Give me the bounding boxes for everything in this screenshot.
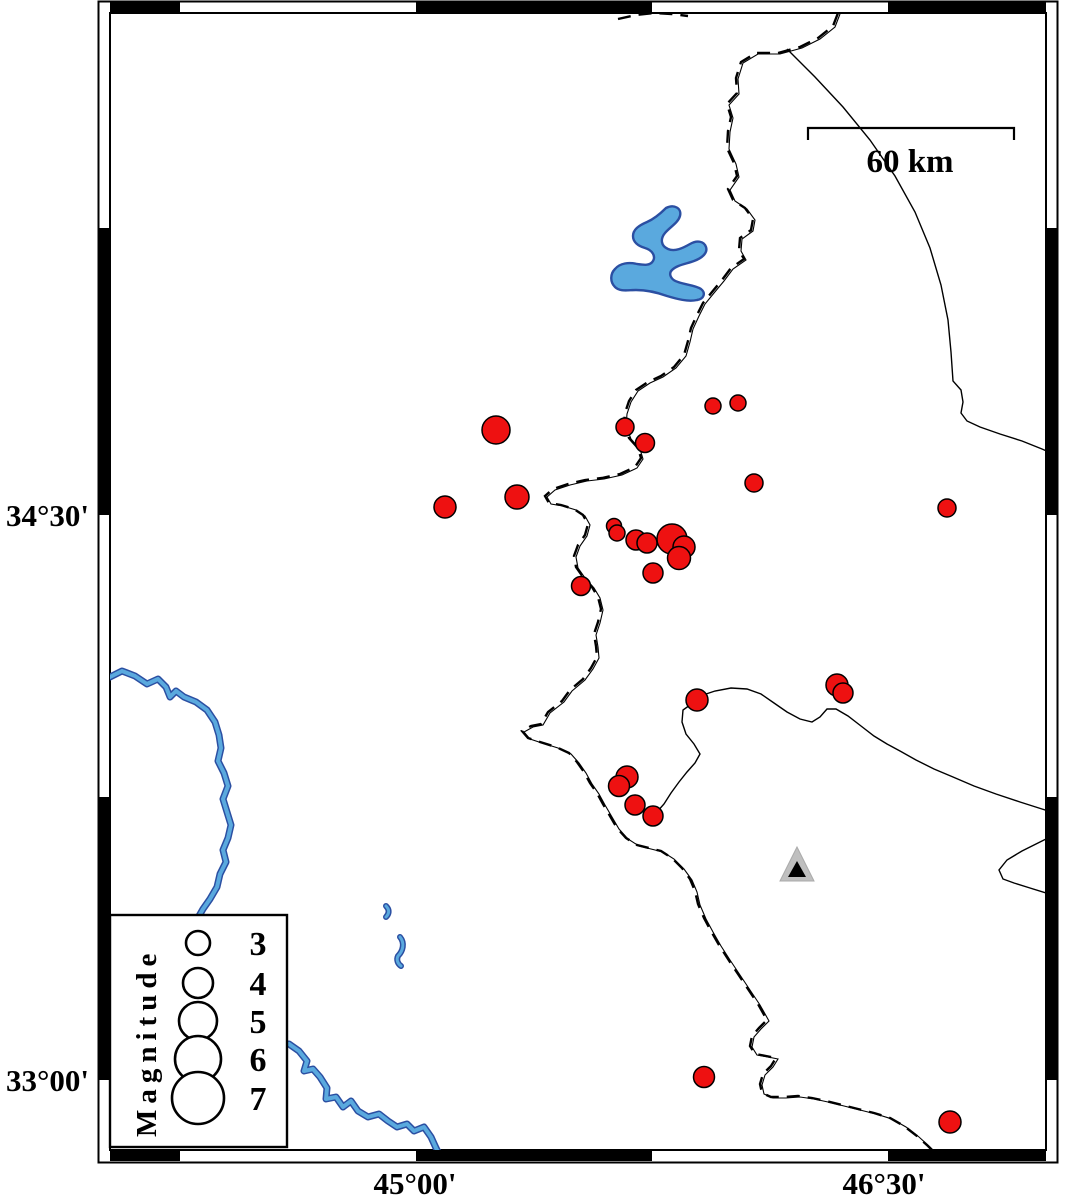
earthquake-marker: [704, 397, 722, 415]
small-ponds: [383, 903, 406, 969]
river-southwest: [285, 1040, 441, 1150]
earthquake-marker: [615, 417, 635, 437]
earthquake-marker: [938, 1110, 962, 1134]
earthquake-marker: [666, 545, 692, 571]
legend-magnitude-label: 4: [250, 966, 267, 1003]
lon-label-45-00: 45°00': [373, 1166, 456, 1199]
axis-labels: 34°30' 33°00' 45°00' 46°30': [6, 498, 926, 1199]
line-east: [699, 687, 1046, 811]
frame-segment: [110, 1150, 180, 1161]
legend-magnitude-circle: [177, 1000, 219, 1042]
lon-label-46-30: 46°30': [842, 1166, 925, 1199]
station-triangle-inner: [788, 861, 806, 877]
legend-title: Magnitude: [131, 948, 163, 1137]
earthquake-marker: [692, 1065, 716, 1089]
legend-magnitude-circle: [170, 1070, 226, 1126]
earthquake-marker: [504, 484, 530, 510]
scale-bar: 60 km: [806, 126, 1016, 180]
earthquake-marker: [608, 524, 626, 542]
legend-magnitude-circle: [181, 966, 215, 1000]
earthquake-markers: [433, 394, 962, 1134]
map-frame: [97, 0, 1059, 1164]
river-west: [110, 667, 235, 920]
frame-segment: [416, 2, 652, 13]
earthquake-marker: [481, 415, 511, 445]
map-content: [110, 13, 1046, 1150]
frame-segment: [110, 2, 180, 13]
frame-segment: [1046, 797, 1057, 1080]
earthquake-marker: [729, 394, 747, 412]
lake: [610, 205, 708, 302]
scale-bar-bracket: [806, 126, 1016, 140]
frame-segment: [416, 1150, 652, 1161]
lat-label-34-30: 34°30': [6, 498, 89, 533]
earthquake-marker: [642, 805, 664, 827]
scale-bar-label: 60 km: [866, 144, 953, 180]
earthquake-marker: [607, 774, 631, 798]
frame-segment: [1046, 228, 1057, 515]
earthquake-marker: [832, 682, 854, 704]
earthquake-marker: [624, 794, 646, 816]
earthquake-marker: [937, 498, 957, 518]
earthquake-marker: [744, 473, 764, 493]
international-border: [520, 13, 934, 1150]
earthquake-marker: [642, 562, 664, 584]
frame-segment: [888, 2, 1046, 13]
line-east-branch: [655, 699, 701, 814]
legend-magnitude-label: 3: [250, 926, 267, 963]
line-northeast: [786, 48, 1046, 452]
frame-segment: [99, 797, 110, 1080]
legend-magnitude-label: 5: [250, 1004, 267, 1041]
station-triangle-marker: [779, 845, 815, 882]
frame-segment: [99, 228, 110, 515]
earthquake-marker: [570, 575, 592, 597]
line-southeast-hook: [998, 838, 1046, 894]
legend-magnitude-label: 6: [250, 1042, 267, 1079]
earthquake-marker: [685, 688, 709, 712]
legend-magnitude-label: 7: [250, 1081, 267, 1118]
frame-outer-rect: [97, 0, 1059, 1164]
earthquake-marker: [634, 432, 656, 454]
earthquake-marker: [433, 495, 457, 519]
frame-segment: [888, 1150, 1046, 1161]
earthquake-marker: [636, 532, 658, 554]
border-top-fragment: [617, 13, 689, 21]
lat-label-33-00: 33°00': [6, 1063, 89, 1098]
legend-magnitude-circle: [184, 929, 212, 957]
